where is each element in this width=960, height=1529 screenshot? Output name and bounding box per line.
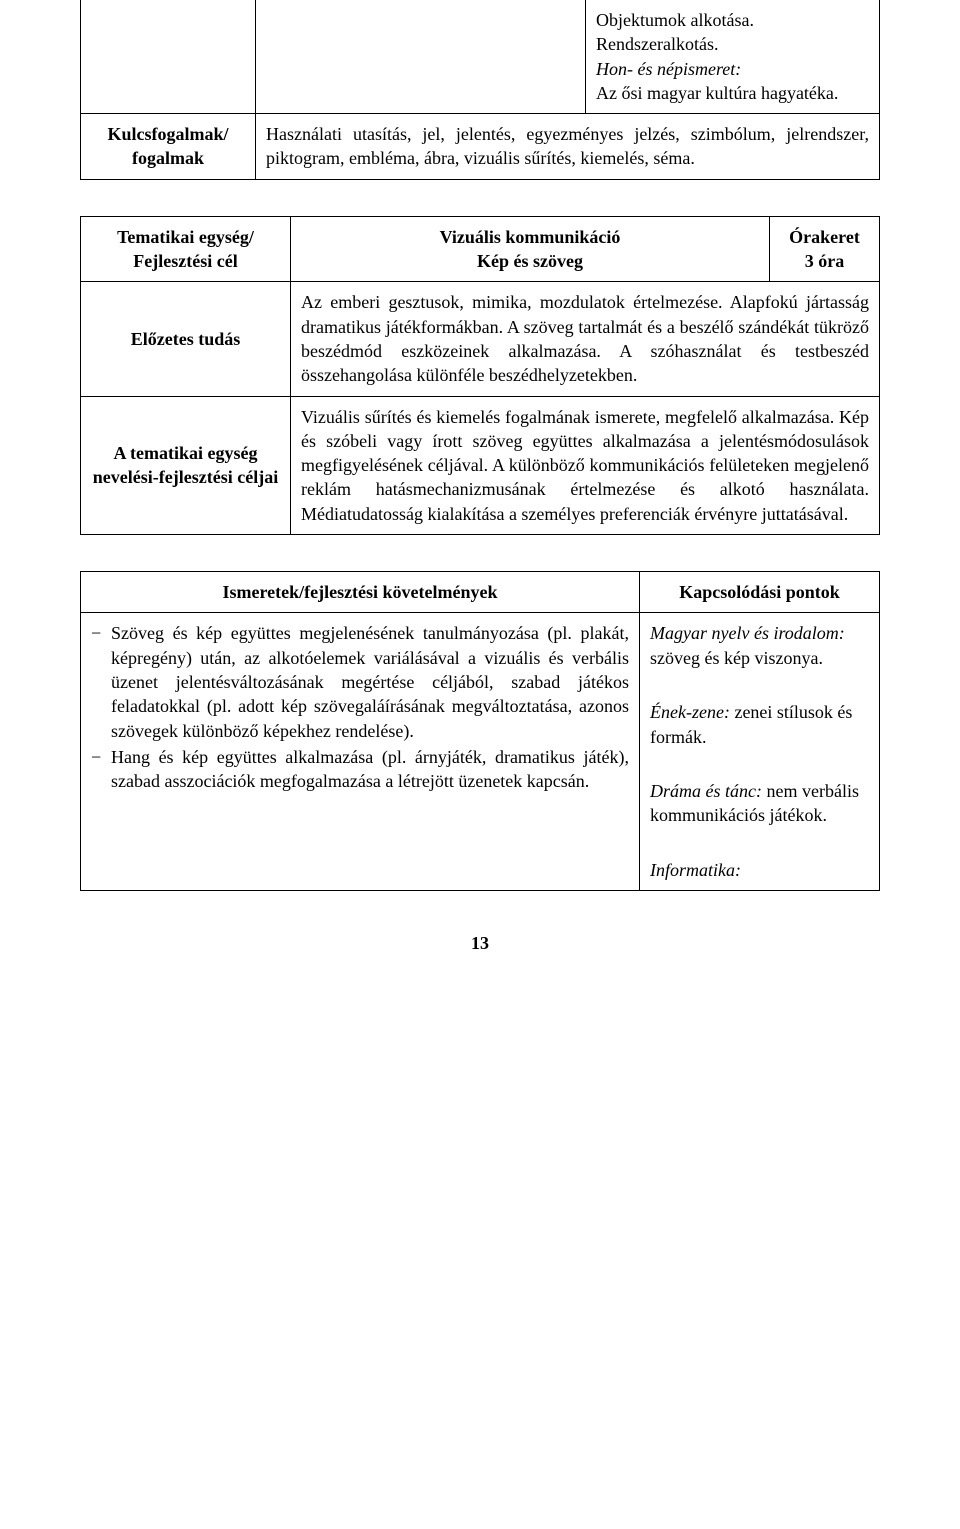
- unit-label: Tematikai egység/ Fejlesztési cél: [81, 216, 291, 282]
- prior-knowledge-text: Az emberi gesztusok, mimika, mozdulatok …: [291, 282, 880, 396]
- unit-hours-label: Órakeret: [780, 225, 869, 249]
- unit-title-line2: Kép és szöveg: [301, 249, 759, 273]
- kap-italic: Dráma és tánc:: [650, 781, 762, 801]
- unit-title-line1: Vizuális kommunikáció: [301, 225, 759, 249]
- table-requirements: Ismeretek/fejlesztési követelmények Kapc…: [80, 571, 880, 891]
- unit-hours-value: 3 óra: [780, 249, 869, 273]
- kulcsfogalmak-text: Használati utasítás, jel, jelentés, egye…: [256, 114, 880, 180]
- italic-label: Hon- és népismeret:: [596, 59, 741, 79]
- kap-italic: Ének-zene:: [650, 702, 730, 722]
- kulcsfogalmak-label: Kulcsfogalmak/ fogalmak: [81, 114, 256, 180]
- req-body-right: Magyar nyelv és irodalom: szöveg és kép …: [640, 613, 880, 891]
- list-item: Hang és kép együttes alkalmazása (pl. ár…: [91, 745, 629, 794]
- req-body-left: Szöveg és kép együttes megjelenésének ta…: [81, 613, 640, 891]
- line-2: Rendszeralkotás.: [596, 32, 869, 56]
- kap-rest: szöveg és kép viszonya.: [650, 648, 823, 668]
- table-top-empty-mid: [256, 0, 586, 114]
- table-unit: Tematikai egység/ Fejlesztési cél Vizuál…: [80, 216, 880, 535]
- kap-entry: Dráma és tánc: nem verbális kommunikáció…: [650, 779, 869, 828]
- goals-text: Vizuális sűrítés és kiemelés fogalmának …: [291, 396, 880, 534]
- kap-italic: Magyar nyelv és irodalom:: [650, 623, 845, 643]
- unit-title: Vizuális kommunikáció Kép és szöveg: [291, 216, 770, 282]
- prior-knowledge-label: Előzetes tudás: [81, 282, 291, 396]
- goals-label: A tematikai egység nevelési-fejlesztési …: [81, 396, 291, 534]
- req-header-right: Kapcsolódási pontok: [640, 572, 880, 613]
- unit-label-line2: Fejlesztési cél: [91, 249, 280, 273]
- kap-entry: Magyar nyelv és irodalom: szöveg és kép …: [650, 621, 869, 670]
- table-top: Objektumok alkotása. Rendszeralkotás. Ho…: [80, 0, 880, 180]
- kap-entry: Informatika:: [650, 858, 869, 882]
- list-item: Szöveg és kép együttes megjelenésének ta…: [91, 621, 629, 742]
- req-bullet-list: Szöveg és kép együttes megjelenésének ta…: [91, 621, 629, 793]
- unit-label-line1: Tematikai egység/: [91, 225, 280, 249]
- page-number: 13: [80, 931, 880, 955]
- unit-hours: Órakeret 3 óra: [770, 216, 880, 282]
- kap-italic: Informatika:: [650, 860, 741, 880]
- table-top-right-content: Objektumok alkotása. Rendszeralkotás. Ho…: [586, 0, 880, 114]
- table-top-empty-cell: [81, 0, 256, 114]
- line-after-italic: Az ősi magyar kultúra hagyatéka.: [596, 81, 869, 105]
- kap-entry: Ének-zene: zenei stílusok és formák.: [650, 700, 869, 749]
- line-1: Objektumok alkotása.: [596, 8, 869, 32]
- req-header-left: Ismeretek/fejlesztési követelmények: [81, 572, 640, 613]
